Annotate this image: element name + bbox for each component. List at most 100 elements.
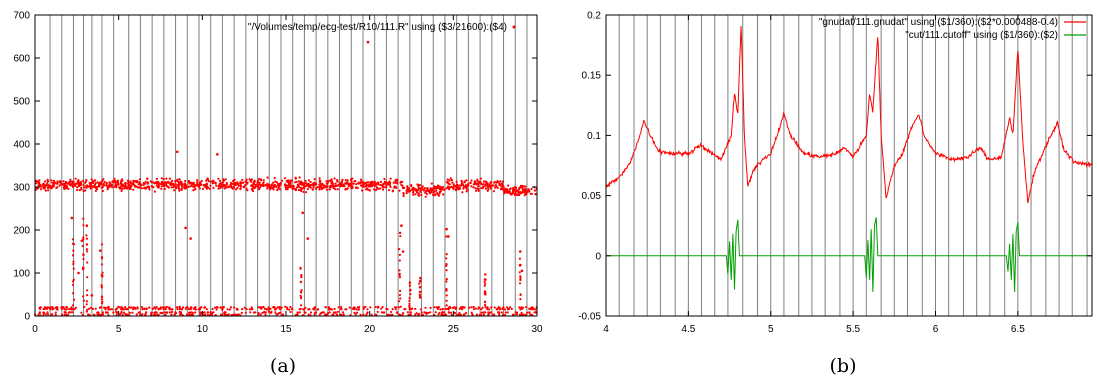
data-point — [243, 306, 246, 309]
data-point — [289, 181, 292, 184]
data-point — [482, 313, 485, 316]
data-point — [430, 189, 433, 192]
data-point — [123, 182, 126, 185]
data-point — [513, 193, 516, 196]
data-point — [254, 184, 257, 187]
data-point — [80, 311, 83, 314]
data-point — [498, 313, 501, 316]
data-point — [414, 313, 417, 316]
data-point — [299, 290, 303, 293]
data-point — [424, 191, 427, 194]
data-point — [56, 182, 59, 185]
data-point — [417, 188, 420, 191]
data-point — [288, 308, 291, 311]
data-point — [298, 176, 301, 179]
data-point — [441, 188, 444, 191]
data-point — [174, 180, 177, 183]
data-point — [369, 181, 372, 185]
data-point — [295, 180, 298, 184]
data-point — [333, 177, 336, 180]
data-point — [67, 182, 70, 185]
data-point — [140, 183, 143, 186]
data-point — [502, 185, 505, 188]
data-point — [448, 188, 451, 191]
data-point — [100, 263, 104, 266]
data-point — [309, 186, 312, 189]
data-point — [451, 181, 454, 184]
data-point — [439, 188, 442, 191]
data-point — [519, 192, 522, 195]
data-point — [460, 182, 463, 185]
data-point — [185, 306, 188, 309]
data-point — [300, 183, 303, 186]
data-point — [103, 306, 106, 309]
data-point — [309, 180, 312, 184]
data-point — [411, 191, 415, 194]
data-point — [391, 308, 394, 311]
data-point — [96, 181, 99, 184]
data-point — [417, 185, 420, 188]
x-tick-label: 20 — [364, 324, 376, 335]
data-point — [143, 186, 146, 190]
data-point — [114, 180, 117, 184]
data-point — [359, 313, 362, 316]
data-point — [350, 184, 353, 187]
data-point — [120, 183, 124, 186]
data-point — [410, 184, 413, 188]
data-point — [35, 182, 38, 185]
data-point — [377, 181, 380, 184]
data-point — [200, 306, 203, 309]
data-point — [217, 185, 220, 188]
outlier-point — [445, 227, 448, 231]
data-point — [257, 313, 260, 316]
data-point — [233, 178, 236, 181]
data-point — [145, 307, 148, 310]
data-point — [245, 187, 248, 190]
data-point — [394, 308, 397, 311]
data-point — [498, 306, 501, 309]
data-point — [328, 311, 331, 314]
data-point — [390, 310, 393, 314]
data-point — [483, 280, 486, 283]
data-point — [49, 308, 52, 311]
data-point — [398, 269, 401, 272]
data-point — [380, 307, 383, 310]
data-point — [492, 184, 495, 187]
data-point — [90, 181, 93, 185]
data-point — [303, 311, 306, 314]
data-point — [465, 179, 468, 182]
data-point — [61, 313, 64, 316]
data-point — [85, 237, 88, 240]
data-point — [468, 306, 471, 309]
data-point — [470, 311, 473, 314]
data-point — [307, 179, 311, 182]
data-point — [227, 313, 230, 316]
data-point — [187, 179, 190, 183]
data-point — [166, 311, 169, 314]
data-point — [500, 182, 504, 185]
data-point — [381, 305, 384, 309]
data-point — [42, 182, 45, 185]
data-point — [160, 187, 163, 190]
data-point — [82, 190, 85, 193]
data-point — [388, 180, 391, 183]
caption-a: (a) — [270, 355, 296, 377]
data-point — [284, 183, 287, 186]
outlier-point — [175, 150, 179, 154]
data-point — [383, 177, 386, 181]
data-point — [110, 185, 113, 188]
data-point — [38, 179, 41, 182]
data-point — [428, 189, 431, 192]
data-point — [448, 179, 451, 182]
data-point — [299, 307, 302, 310]
data-point — [291, 187, 294, 190]
data-point — [484, 273, 487, 276]
data-point — [150, 311, 153, 314]
data-point — [497, 181, 500, 184]
data-point — [93, 179, 97, 182]
data-point — [74, 177, 77, 180]
data-point — [393, 186, 396, 189]
data-point — [268, 183, 271, 186]
data-point — [44, 189, 47, 192]
data-point — [441, 311, 444, 314]
